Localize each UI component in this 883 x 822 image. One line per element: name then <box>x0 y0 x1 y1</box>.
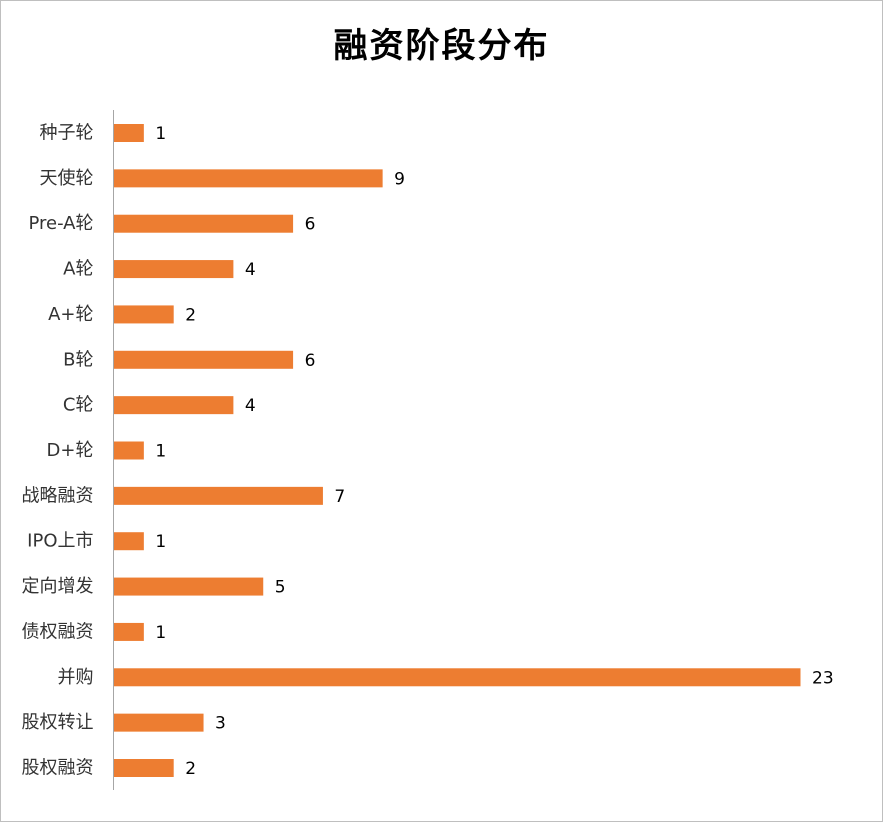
value-label-3: 4 <box>245 260 256 280</box>
category-label-9: IPO上市 <box>27 531 93 552</box>
value-label-12: 23 <box>812 668 834 688</box>
value-label-1: 9 <box>394 169 405 189</box>
value-label-2: 6 <box>305 215 316 235</box>
category-label-7: D+轮 <box>47 440 94 461</box>
category-label-11: 债权融资 <box>22 621 94 642</box>
bar-3 <box>114 260 234 279</box>
value-label-0: 1 <box>155 124 166 144</box>
bar-6 <box>114 396 234 415</box>
value-label-10: 5 <box>275 578 286 598</box>
value-label-6: 4 <box>245 396 256 416</box>
value-label-14: 2 <box>185 759 196 779</box>
value-label-11: 1 <box>155 623 166 643</box>
bar-14 <box>114 759 174 777</box>
category-label-5: B轮 <box>63 349 93 370</box>
value-label-9: 1 <box>155 532 166 552</box>
bar-8 <box>114 486 323 505</box>
bar-13 <box>114 713 204 732</box>
bar-0 <box>114 124 144 142</box>
bar-12 <box>114 668 801 687</box>
chart-title: 融资阶段分布 <box>333 26 550 66</box>
value-label-5: 6 <box>305 351 316 371</box>
value-label-8: 7 <box>334 487 345 507</box>
bar-1 <box>114 169 383 188</box>
category-label-8: 战略融资 <box>22 485 94 506</box>
category-label-10: 定向增发 <box>22 576 94 597</box>
category-label-6: C轮 <box>63 395 94 416</box>
value-label-7: 1 <box>155 442 166 462</box>
category-label-12: 并购 <box>58 667 94 688</box>
value-label-4: 2 <box>185 305 196 325</box>
bar-11 <box>114 622 144 641</box>
category-label-14: 股权融资 <box>22 758 94 779</box>
category-label-1: 天使轮 <box>40 168 94 189</box>
value-label-13: 3 <box>215 714 226 734</box>
bar-5 <box>114 350 294 369</box>
category-label-3: A轮 <box>63 259 93 280</box>
category-label-13: 股权转让 <box>22 712 94 733</box>
bar-4 <box>114 305 174 324</box>
category-label-4: A+轮 <box>48 304 93 325</box>
bar-7 <box>114 441 144 460</box>
bar-10 <box>114 577 264 596</box>
category-label-0: 种子轮 <box>40 123 94 144</box>
category-label-2: Pre-A轮 <box>28 213 93 234</box>
bar-2 <box>114 214 294 233</box>
bar-9 <box>114 532 144 551</box>
